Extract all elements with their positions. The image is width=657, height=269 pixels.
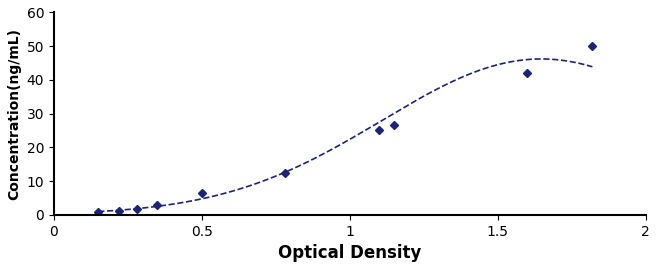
Y-axis label: Concentration(ng/mL): Concentration(ng/mL) [7,28,21,200]
X-axis label: Optical Density: Optical Density [278,244,421,262]
